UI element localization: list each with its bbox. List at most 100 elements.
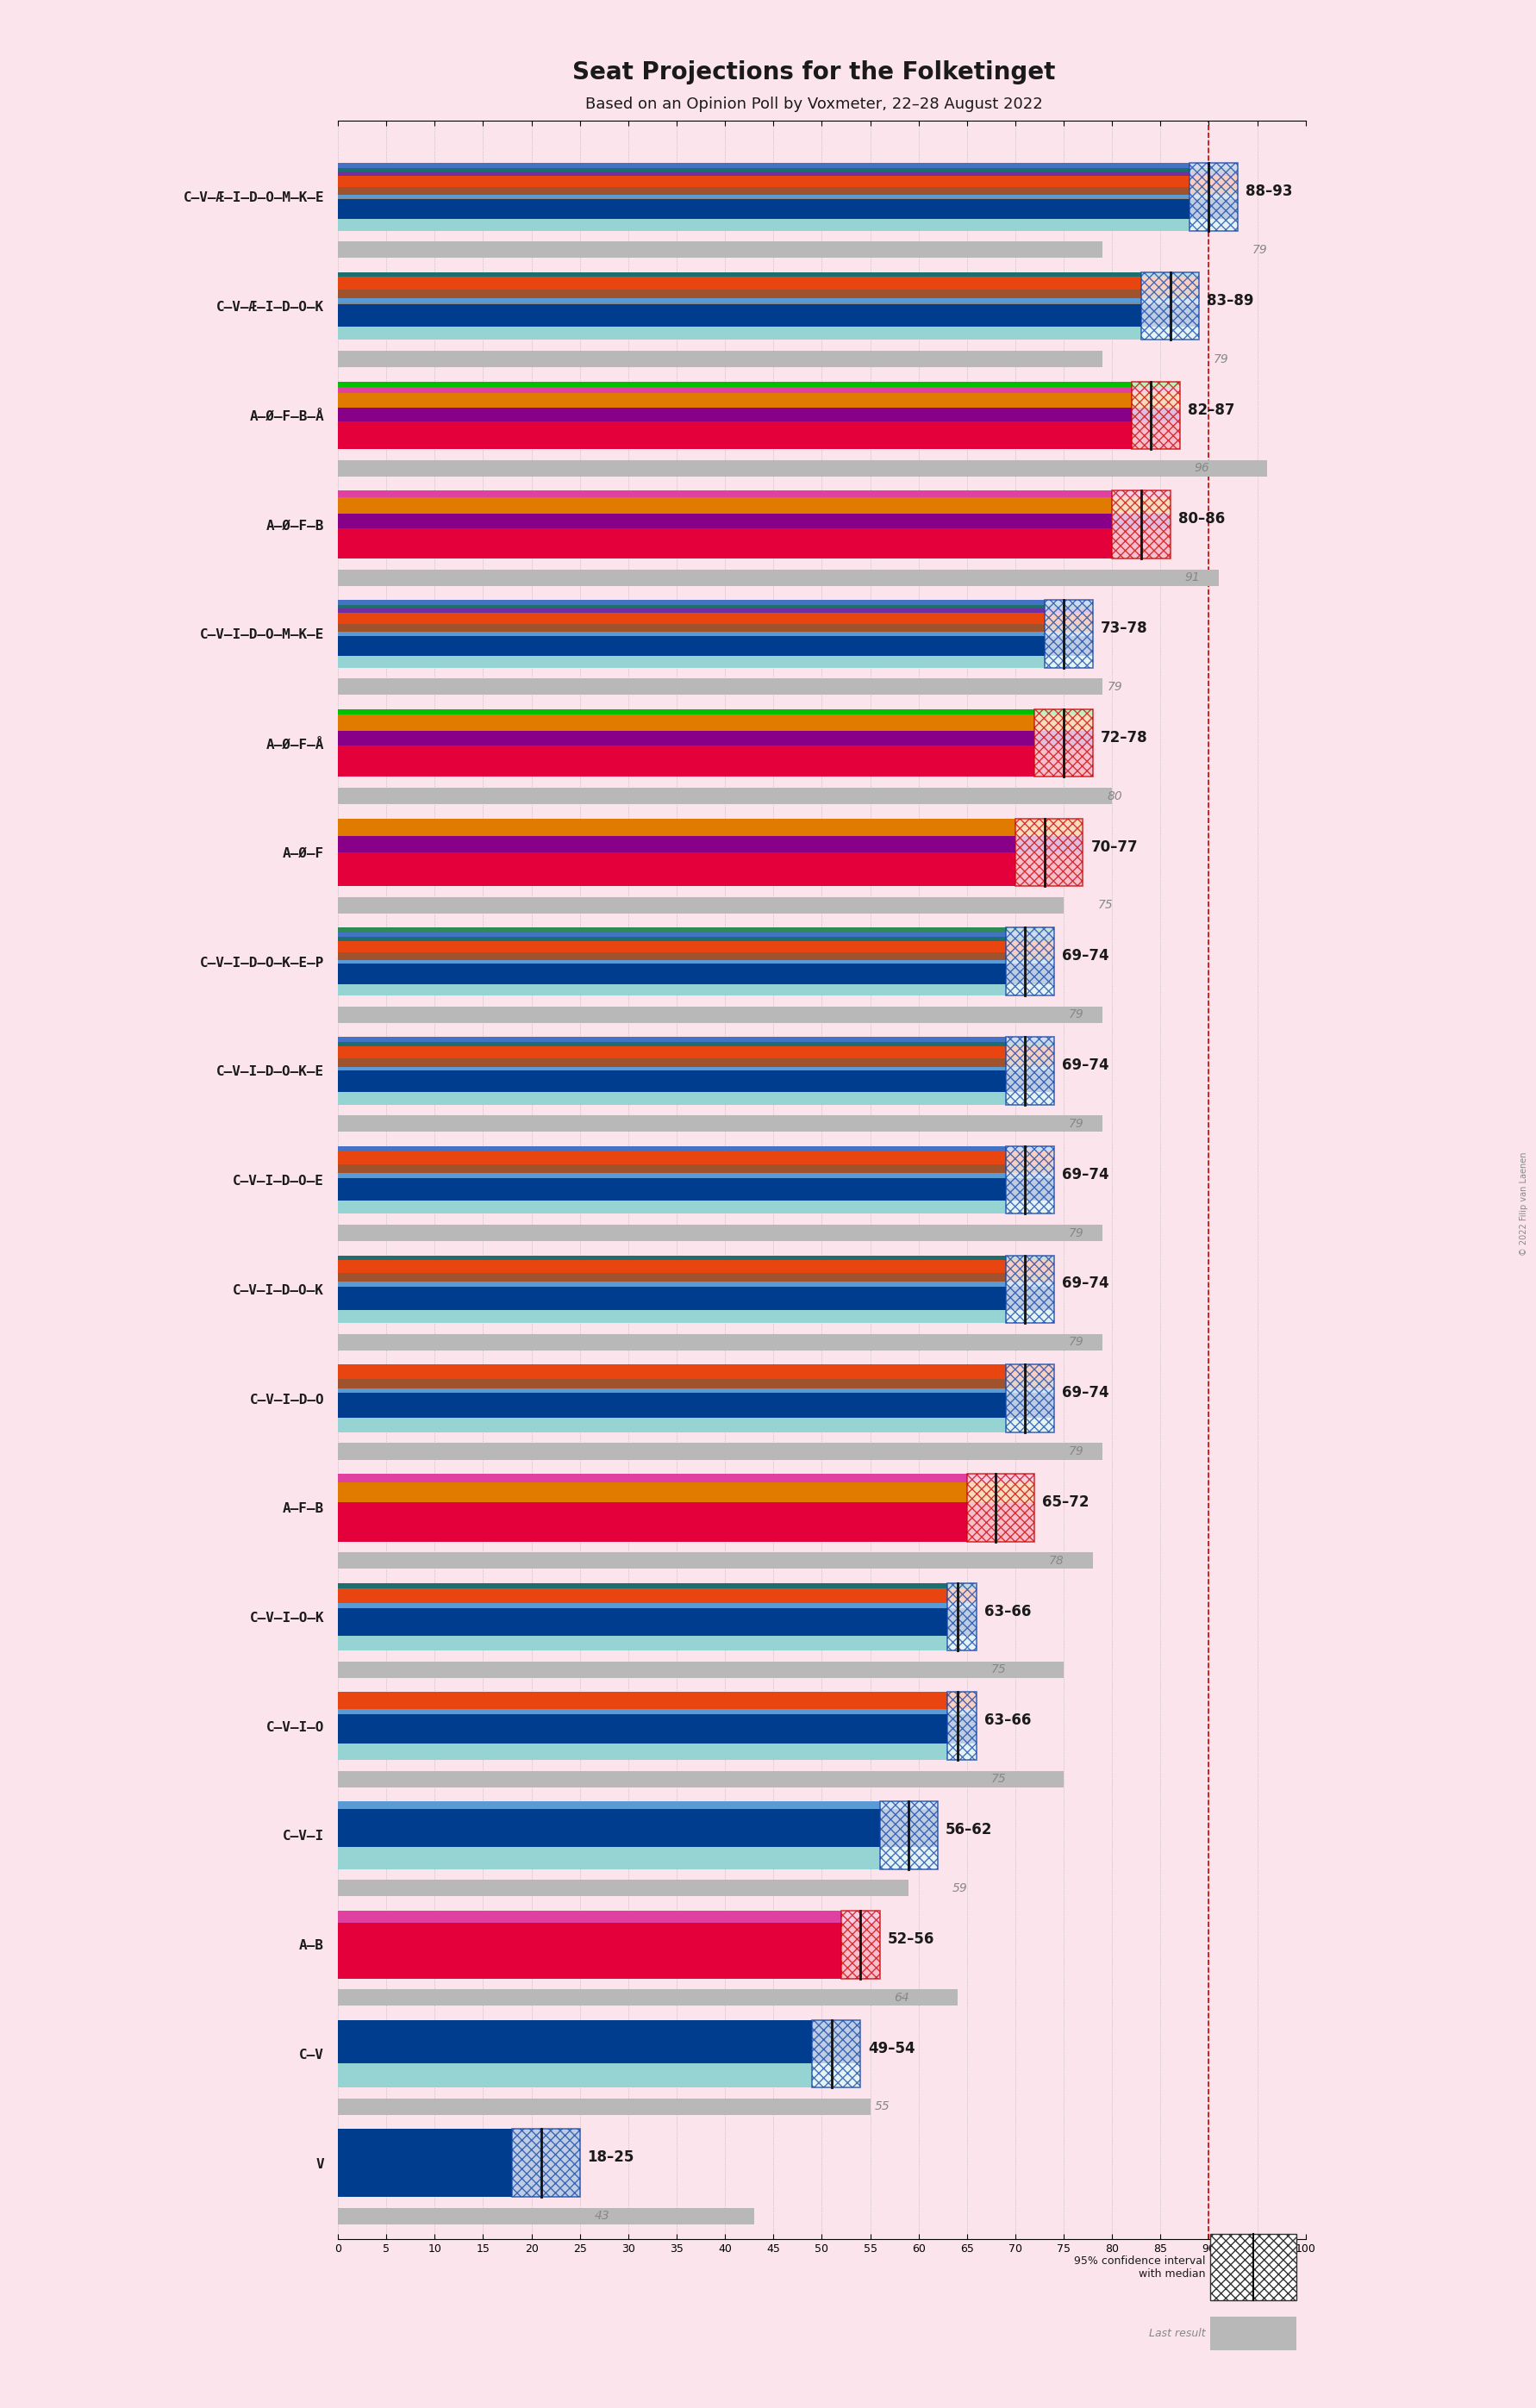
Bar xyxy=(338,985,1054,995)
Text: 88–93: 88–93 xyxy=(1246,183,1293,200)
Bar xyxy=(338,1503,1035,1541)
Bar xyxy=(338,2020,860,2064)
Bar xyxy=(338,1043,1054,1045)
Text: 69–74: 69–74 xyxy=(1061,949,1109,963)
Text: 91: 91 xyxy=(1184,571,1200,583)
Text: 95% confidence interval
with median: 95% confidence interval with median xyxy=(1074,2254,1206,2280)
Bar xyxy=(338,932,1054,937)
Text: 52–56: 52–56 xyxy=(888,1931,934,1946)
Bar xyxy=(338,299,1200,303)
Bar xyxy=(511,2129,581,2196)
Bar xyxy=(338,708,1092,715)
Bar xyxy=(338,1604,977,1609)
Bar xyxy=(338,303,1200,327)
Bar xyxy=(1141,272,1200,340)
Bar xyxy=(338,1067,1054,1072)
Bar xyxy=(338,1178,1054,1202)
Bar xyxy=(338,460,1267,477)
Bar xyxy=(338,527,1170,559)
Bar xyxy=(338,1286,1054,1310)
Text: 64: 64 xyxy=(894,1991,909,2003)
Bar xyxy=(1112,491,1170,559)
Bar xyxy=(338,1045,1054,1060)
Text: 63–66: 63–66 xyxy=(985,1712,1031,1729)
Bar xyxy=(842,1910,880,1979)
Bar xyxy=(338,188,1238,195)
Text: 79: 79 xyxy=(1069,1336,1084,1348)
Text: 63–66: 63–66 xyxy=(985,1604,1031,1618)
Bar xyxy=(338,963,1054,985)
Bar xyxy=(338,1662,1064,1678)
Bar xyxy=(338,600,1092,604)
Text: 73–78: 73–78 xyxy=(1100,621,1147,636)
Bar xyxy=(338,1442,1103,1459)
Bar xyxy=(338,1635,977,1652)
Bar xyxy=(338,898,1064,913)
Bar xyxy=(338,327,1200,340)
Bar xyxy=(338,836,1083,852)
Bar xyxy=(338,380,1180,388)
Bar xyxy=(338,277,1200,289)
Bar xyxy=(338,631,1092,636)
Bar xyxy=(338,272,1200,277)
Text: Last result: Last result xyxy=(1149,2329,1206,2338)
Bar xyxy=(1035,708,1092,778)
Bar xyxy=(1189,164,1238,231)
Bar xyxy=(1044,600,1092,667)
Bar xyxy=(338,171,1238,176)
Bar xyxy=(338,612,1092,624)
Text: 80: 80 xyxy=(1107,790,1123,802)
Bar xyxy=(338,164,1238,169)
Text: 83–89: 83–89 xyxy=(1207,294,1253,308)
Bar xyxy=(338,1038,1054,1043)
Bar xyxy=(338,1255,1054,1259)
Text: 69–74: 69–74 xyxy=(1061,1168,1109,1182)
Text: 43: 43 xyxy=(594,2211,610,2223)
Bar xyxy=(338,491,1170,498)
Bar xyxy=(338,961,1054,963)
Text: 69–74: 69–74 xyxy=(1061,1276,1109,1291)
Bar xyxy=(338,1226,1103,1240)
Text: 82–87: 82–87 xyxy=(1187,402,1235,417)
Bar xyxy=(338,1474,1035,1483)
Bar xyxy=(948,1693,977,1760)
Bar xyxy=(338,1394,1054,1418)
Bar xyxy=(1132,380,1180,450)
Bar xyxy=(338,942,1054,954)
Bar xyxy=(338,604,1092,609)
Bar xyxy=(338,241,1103,258)
Bar xyxy=(338,1910,880,1924)
Bar xyxy=(338,1589,977,1604)
Bar xyxy=(338,927,1054,932)
Bar xyxy=(338,852,1083,886)
Text: 18–25: 18–25 xyxy=(588,2150,634,2165)
Bar xyxy=(338,954,1054,961)
Bar xyxy=(338,1093,1054,1105)
Bar xyxy=(338,1173,1054,1178)
Bar xyxy=(338,609,1092,612)
Bar xyxy=(1006,1038,1054,1105)
Bar xyxy=(338,1418,1054,1433)
Bar xyxy=(338,352,1103,368)
Bar xyxy=(813,2020,860,2088)
Text: 75: 75 xyxy=(991,1772,1006,1784)
Bar xyxy=(338,1151,1054,1165)
Bar xyxy=(1006,1146,1054,1214)
Bar xyxy=(338,679,1103,696)
Bar xyxy=(338,1881,909,1898)
Text: 56–62: 56–62 xyxy=(946,1823,992,1837)
Bar xyxy=(338,1609,977,1635)
Bar xyxy=(338,169,1238,171)
Text: © 2022 Filip van Laenen: © 2022 Filip van Laenen xyxy=(1519,1151,1528,1257)
Bar xyxy=(338,1743,977,1760)
Bar xyxy=(338,1060,1054,1067)
Bar xyxy=(338,1146,1054,1151)
Bar xyxy=(338,1202,1054,1214)
Text: 69–74: 69–74 xyxy=(1061,1057,1109,1074)
Bar xyxy=(338,1924,880,1979)
Bar xyxy=(338,1714,977,1743)
Bar xyxy=(338,1801,938,1808)
Bar xyxy=(338,195,1238,197)
Bar xyxy=(338,1365,1054,1380)
Bar xyxy=(338,1115,1103,1132)
